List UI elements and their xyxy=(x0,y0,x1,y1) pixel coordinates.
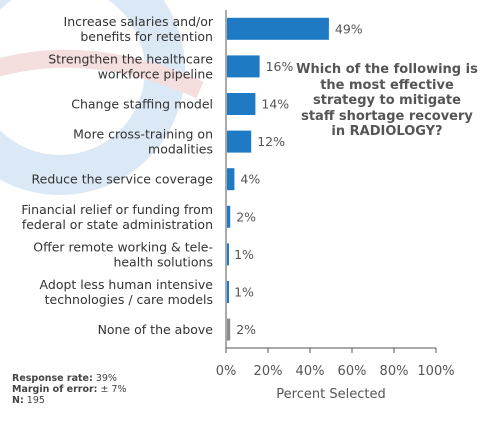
category-label: Reduce the service coverage xyxy=(32,172,214,187)
x-axis-ticks: 0% 20% 40% 60% 80% 100% xyxy=(216,348,455,379)
category-label: None of the above xyxy=(98,322,214,337)
x-tick-label: 40% xyxy=(296,364,325,379)
x-tick-label: 80% xyxy=(380,364,409,379)
category-label: Financial relief or funding from federal … xyxy=(21,202,213,232)
margin-of-error-label: Margin of error: xyxy=(12,384,98,395)
value-label: 1% xyxy=(234,285,254,300)
category-label: Offer remote working & tele-health solut… xyxy=(33,239,213,269)
x-tick-label: 60% xyxy=(338,364,367,379)
sample-size-label: N: xyxy=(12,395,24,406)
value-label: 14% xyxy=(261,97,289,112)
bar xyxy=(227,281,229,303)
bar xyxy=(227,318,231,341)
sample-size: N: 195 xyxy=(12,395,127,406)
value-label: 49% xyxy=(335,21,363,36)
bars-layer xyxy=(227,17,329,341)
x-tick-label: 100% xyxy=(417,364,454,379)
value-label: 2% xyxy=(236,322,256,337)
bar xyxy=(227,93,256,115)
survey-stats: Response rate: 39% Margin of error: ± 7%… xyxy=(12,373,127,406)
bar xyxy=(227,168,235,191)
sample-size-value: 195 xyxy=(26,395,45,406)
category-label: Strengthen the healthcare workforce pipel… xyxy=(48,51,213,81)
chart-question-title: Which of the following is the most effec… xyxy=(296,62,478,139)
value-label: 4% xyxy=(240,172,260,187)
value-label: 2% xyxy=(236,209,256,224)
category-label: Adopt less human intensive technologies /… xyxy=(40,277,214,307)
bar xyxy=(227,55,260,78)
bar xyxy=(227,243,229,266)
response-rate: Response rate: 39% xyxy=(12,373,127,384)
category-labels: Increase salaries and/or benefits for ret… xyxy=(21,14,213,337)
background-logo-watermark xyxy=(0,0,204,195)
bar xyxy=(227,205,231,228)
bar xyxy=(227,130,252,153)
margin-of-error: Margin of error: ± 7% xyxy=(12,384,127,395)
response-rate-label: Response rate: xyxy=(12,373,93,384)
category-label: Change staffing model xyxy=(71,97,213,112)
value-label: 1% xyxy=(234,247,254,262)
response-rate-value: 39% xyxy=(95,373,117,384)
category-label: More cross-training on modalities xyxy=(73,127,213,157)
value-labels: 49% 16% 14% 12% 4% 2% 1% 1% 2% xyxy=(234,21,363,337)
x-axis-title: Percent Selected xyxy=(276,387,385,402)
value-label: 16% xyxy=(266,59,294,74)
x-tick-label: 0% xyxy=(216,364,237,379)
margin-of-error-value: ± 7% xyxy=(100,384,127,395)
value-label: 12% xyxy=(257,134,285,149)
bar xyxy=(227,17,329,40)
category-label: Increase salaries and/or benefits for ret… xyxy=(64,14,214,44)
x-tick-label: 20% xyxy=(254,364,283,379)
